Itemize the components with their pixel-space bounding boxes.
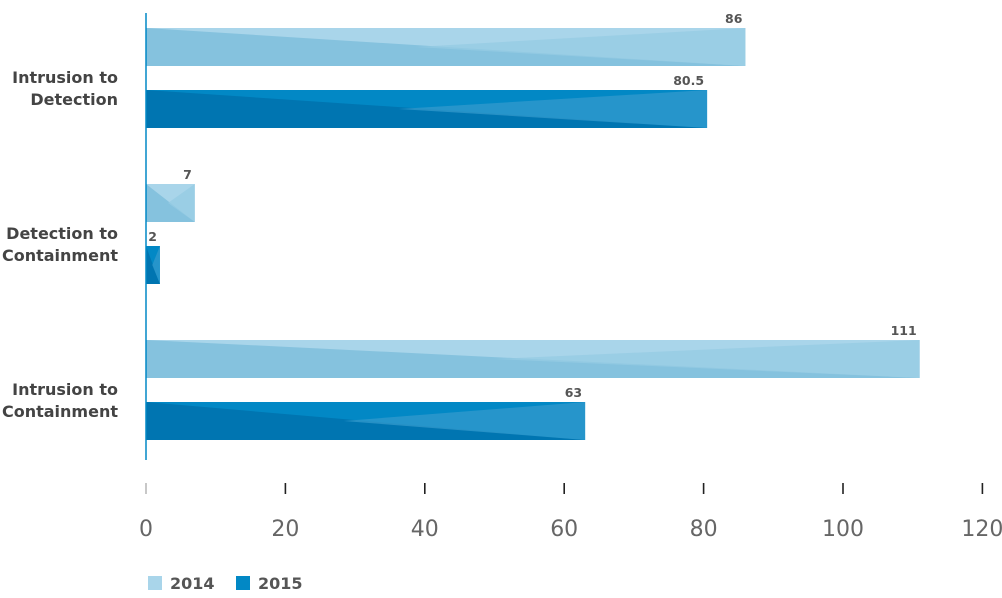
legend-label: 2015 — [258, 574, 303, 593]
bar-highlight — [152, 246, 160, 284]
bar-highlight — [494, 340, 920, 378]
category-label-line: Intrusion to — [12, 68, 118, 87]
category-label: Intrusion to Containment — [2, 380, 118, 421]
category-label-line: Detection — [30, 90, 118, 109]
x-tick-label: 40 — [411, 517, 439, 542]
data-label: 63 — [565, 385, 582, 400]
x-tick-label: 120 — [961, 517, 1002, 542]
data-label: 2 — [148, 229, 157, 244]
category-label-line: Detection to — [6, 224, 118, 243]
x-tick-label: 100 — [822, 517, 864, 542]
data-label: 86 — [725, 11, 743, 26]
x-tick-label: 0 — [139, 517, 153, 542]
category-label-line: Intrusion to — [12, 380, 118, 399]
data-label: 111 — [891, 323, 917, 338]
bar-highlight — [415, 28, 746, 66]
legend-swatch — [236, 576, 250, 590]
bar-highlight — [167, 184, 195, 222]
bar-group — [146, 246, 160, 284]
x-tick-label: 20 — [271, 517, 299, 542]
data-label: 80.5 — [673, 73, 704, 88]
category-label: Detection to Containment — [2, 224, 118, 265]
bar-highlight — [398, 90, 708, 128]
x-tick-label: 60 — [550, 517, 578, 542]
bar-group — [146, 340, 920, 378]
category-label-line: Containment — [2, 402, 118, 421]
legend-label: 2014 — [170, 574, 215, 593]
x-tick-label: 80 — [690, 517, 718, 542]
bar-group — [146, 184, 195, 222]
bar-group — [146, 90, 708, 128]
category-label: Intrusion to Detection — [12, 68, 118, 109]
category-label-line: Containment — [2, 246, 118, 265]
legend-swatch — [148, 576, 162, 590]
bar-group — [146, 402, 586, 440]
bar-group — [146, 28, 746, 66]
data-label: 7 — [183, 167, 192, 182]
bar-highlight — [343, 402, 586, 440]
